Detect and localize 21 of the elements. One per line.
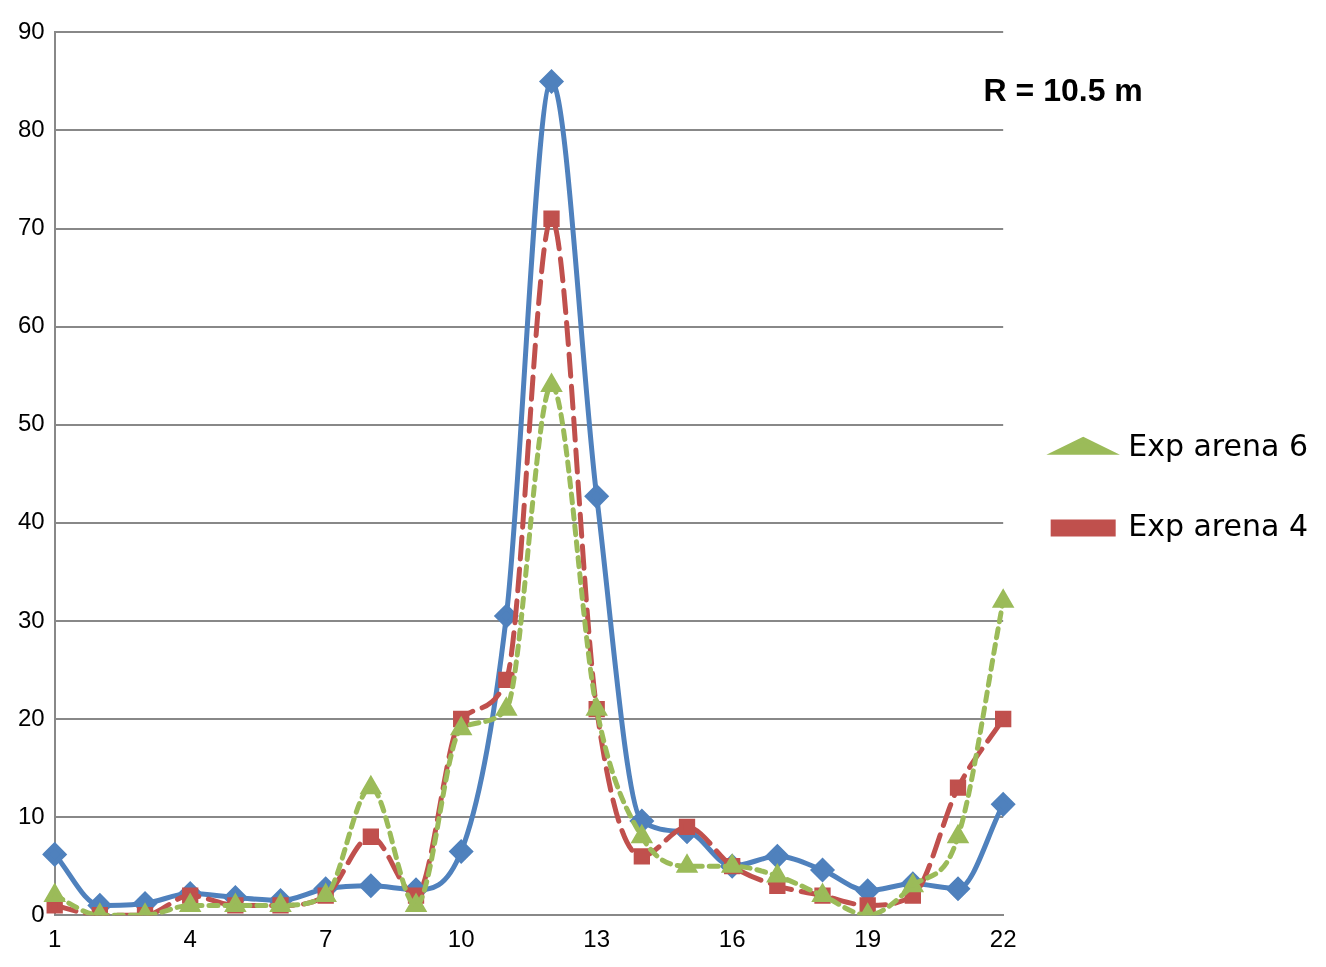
x-tick-label: 7	[319, 925, 333, 953]
x-tick-label: 16	[718, 925, 746, 953]
legend-label: Exp arena 6	[1128, 427, 1308, 463]
annotation: R = 10.5 m	[983, 72, 1143, 109]
y-tick-label: 10	[17, 801, 45, 829]
y-tick-label: 80	[17, 115, 45, 143]
x-tick-label: 1	[48, 925, 62, 953]
y-tick-label: 0	[31, 899, 45, 927]
x-tick-label: 19	[854, 925, 882, 953]
y-tick-label: 70	[17, 213, 45, 241]
y-tick-label: 30	[17, 605, 45, 633]
y-tick-label: 50	[17, 409, 45, 437]
y-tick-label: 60	[17, 311, 45, 339]
x-tick-label: 22	[989, 925, 1017, 953]
x-tick-label: 4	[183, 925, 197, 953]
legend-label: Exp arena 4	[1128, 507, 1308, 543]
y-tick-label: 40	[17, 507, 45, 535]
y-tick-label: 90	[17, 17, 45, 45]
x-tick-label: 10	[447, 925, 475, 953]
x-tick-label: 13	[583, 925, 611, 953]
y-tick-label: 20	[17, 703, 45, 731]
